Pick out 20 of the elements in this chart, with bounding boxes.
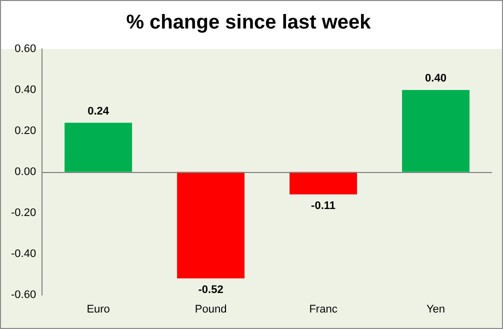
- data-label: -0.52: [198, 284, 224, 296]
- x-tick-label: Euro: [86, 303, 110, 316]
- y-tick-label: -0.60: [10, 288, 36, 301]
- y-tick-label: 0.00: [14, 166, 36, 178]
- bar: [402, 90, 470, 172]
- x-tick-label: Franc: [309, 303, 338, 316]
- chart-title: % change since last week: [126, 12, 372, 34]
- y-tick-label: 0.20: [14, 124, 36, 137]
- bar: [177, 172, 245, 278]
- y-tick-label: 0.60: [14, 43, 36, 56]
- data-label: 0.24: [88, 105, 110, 118]
- x-tick-label: Pound: [194, 303, 227, 316]
- y-tick-label: -0.40: [10, 248, 36, 260]
- y-tick-label: -0.20: [10, 206, 36, 219]
- data-label: 0.40: [425, 72, 446, 84]
- bar: [64, 122, 132, 172]
- x-tick-label: Yen: [426, 303, 446, 316]
- data-label: -0.11: [311, 200, 336, 212]
- bar: [290, 172, 358, 194]
- y-tick-label: 0.40: [14, 84, 36, 96]
